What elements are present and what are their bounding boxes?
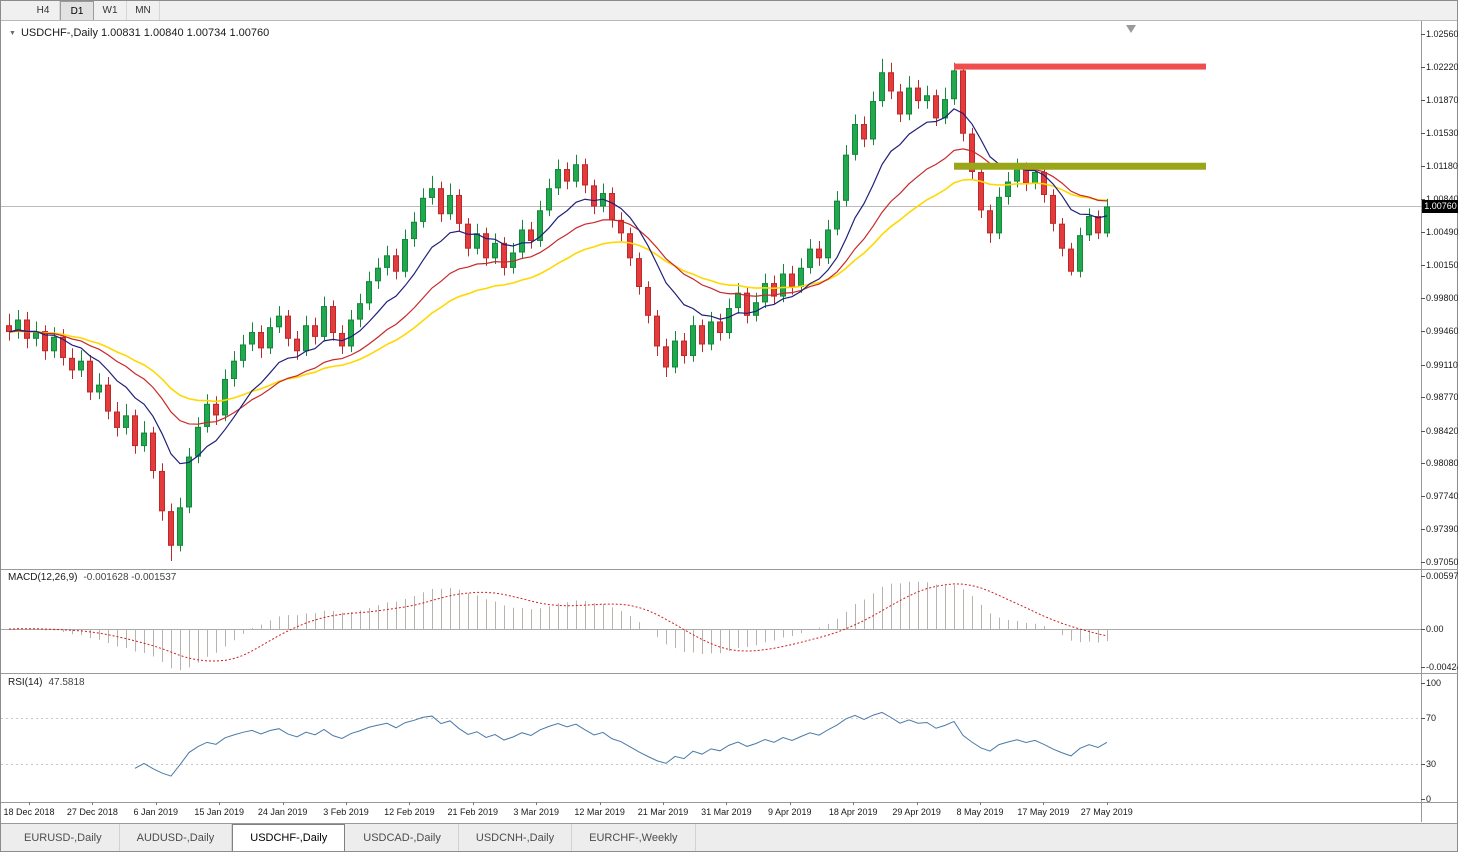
chart-tab-usdcad[interactable]: USDCAD-,Daily — [346, 824, 459, 851]
date-axis-label: 31 Mar 2019 — [701, 807, 752, 817]
macd-scale-label: 0.00597 — [1426, 571, 1458, 582]
macd-name: MACD(12,26,9) — [8, 572, 78, 583]
price-scale-label: 1.00150 — [1426, 259, 1458, 270]
chart-tab-eurusd[interactable]: EURUSD-,Daily — [7, 824, 120, 851]
date-axis-label: 6 Jan 2019 — [133, 807, 179, 817]
date-axis-label: 8 May 2019 — [956, 807, 1004, 817]
timeframe-button-h4[interactable]: H4 — [27, 1, 60, 20]
rsi-name: RSI(14) — [8, 677, 43, 688]
date-axis-label: 18 Apr 2019 — [828, 807, 878, 817]
chart-tab-eurchf[interactable]: EURCHF-,Weekly — [572, 824, 696, 851]
date-axis-label: 21 Feb 2019 — [447, 807, 499, 817]
chart-collapse-icon[interactable]: ▼ — [9, 29, 16, 37]
chart-tab-usdchf[interactable]: USDCHF-,Daily — [232, 824, 346, 851]
date-axis-label: 18 Dec 2018 — [3, 807, 55, 817]
chart-tab-audusd[interactable]: AUDUSD-,Daily — [120, 824, 233, 851]
rsi-scale-label: 0 — [1426, 794, 1432, 804]
date-axis-label: 3 Feb 2019 — [323, 807, 369, 817]
price-scale-label: 1.00840 — [1426, 193, 1458, 204]
chart-tab-bar: EURUSD-,Daily AUDUSD-,Daily USDCHF-,Daily U… — [1, 823, 1457, 851]
rsi-scale-label: 70 — [1426, 712, 1437, 723]
rsi-scale-label: 30 — [1426, 759, 1437, 770]
chart-title: ▼ USDCHF-,Daily 1.00831 1.00840 1.00734 … — [9, 27, 269, 39]
macd-scale-label: 0.00 — [1426, 624, 1444, 635]
price-scale-label: 0.98770 — [1426, 392, 1458, 403]
date-axis-label: 29 Apr 2019 — [892, 807, 941, 817]
chart-area: ▼ USDCHF-,Daily 1.00831 1.00840 1.00734 … — [1, 21, 1458, 853]
date-axis-label: 15 Jan 2019 — [194, 807, 244, 817]
timeframe-button-d1[interactable]: D1 — [60, 1, 94, 20]
chart-title-text: USDCHF-,Daily 1.00831 1.00840 1.00734 1.… — [20, 27, 270, 39]
chart-shift-marker-icon[interactable] — [1126, 25, 1136, 33]
price-scale-label: 1.02560 — [1426, 29, 1458, 39]
rsi-scale-label: 100 — [1426, 678, 1442, 688]
date-axis-label: 3 Mar 2019 — [513, 807, 559, 817]
macd-values: -0.001628 -0.001537 — [83, 572, 177, 583]
rsi-indicator-label: RSI(14) 47.5818 — [8, 677, 85, 688]
price-scale-label: 0.98420 — [1426, 425, 1458, 436]
date-axis-label: 27 Dec 2018 — [66, 807, 118, 817]
macd-scale-label: -0.00424 — [1426, 661, 1458, 672]
price-scale-label: 0.99460 — [1426, 326, 1458, 337]
date-axis-label: 17 May 2019 — [1017, 807, 1070, 817]
macd-indicator-label: MACD(12,26,9) -0.001628 -0.001537 — [8, 572, 176, 583]
chart-tab-usdcnh[interactable]: USDCNH-,Daily — [459, 824, 573, 851]
rsi-value: 47.5818 — [48, 677, 85, 688]
price-scale-label: 0.99110 — [1426, 359, 1458, 370]
date-axis-label: 21 Mar 2019 — [637, 807, 689, 817]
date-axis-label: 27 May 2019 — [1080, 807, 1133, 817]
price-scale-label: 1.01180 — [1426, 161, 1458, 172]
price-scale-label: 1.02220 — [1426, 61, 1458, 72]
timeframe-button-mn[interactable]: MN — [127, 1, 160, 20]
price-scale-label: 1.01530 — [1426, 127, 1458, 138]
date-axis-label: 12 Mar 2019 — [574, 807, 625, 817]
price-scale-label: 0.98080 — [1426, 458, 1458, 469]
current-price-badge: 1.00760 — [1422, 199, 1458, 213]
price-chart-canvas[interactable] — [1, 21, 1458, 853]
date-axis-label: 9 Apr 2019 — [768, 807, 812, 817]
price-scale-label: 0.97740 — [1426, 490, 1458, 501]
timeframe-toolbar: H4 D1 W1 MN — [1, 1, 1457, 21]
timeframe-button-w1[interactable]: W1 — [94, 1, 127, 20]
date-axis-label: 24 Jan 2019 — [257, 807, 308, 817]
price-scale-label: 0.97390 — [1426, 524, 1458, 535]
price-scale-label: 1.00490 — [1426, 227, 1458, 238]
date-axis-label: 12 Feb 2019 — [384, 807, 435, 817]
price-scale-label: 1.01870 — [1426, 95, 1458, 106]
price-scale-label: 0.97050 — [1426, 557, 1458, 567]
price-scale-label: 0.99800 — [1426, 293, 1458, 304]
